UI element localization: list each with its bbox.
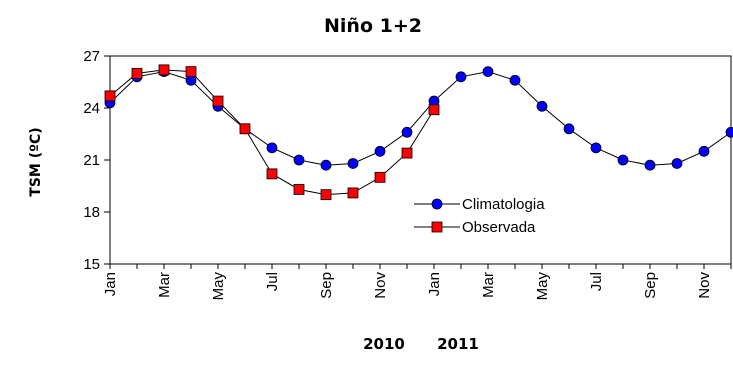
x-tick-label: Sep: [642, 272, 659, 299]
chart-title: Niño 1+2: [324, 15, 422, 37]
data-point-observada: [212, 95, 224, 107]
data-point-climatologia: [455, 71, 467, 83]
y-tick-label: 18: [83, 204, 100, 221]
data-point-climatologia: [293, 154, 305, 166]
legend: Climatologia Observada: [414, 196, 545, 236]
data-point-climatologia: [320, 159, 332, 171]
data-point-observada: [158, 64, 170, 76]
legend-marker: [431, 198, 443, 210]
data-point-climatologia: [266, 142, 278, 154]
y-tick-label: 21: [83, 152, 100, 169]
y-tick-label: 27: [83, 48, 100, 65]
year-labels: 2010 2011: [363, 335, 479, 353]
series-layer: [104, 64, 733, 201]
x-tick-label: Jan: [426, 272, 443, 296]
data-point-observada: [347, 187, 359, 199]
x-tick-label: Nov: [372, 272, 389, 299]
x-tick-label: Mar: [480, 272, 497, 298]
y-tick-label: 15: [83, 256, 100, 273]
data-point-climatologia: [536, 100, 548, 112]
data-point-observada: [320, 189, 332, 201]
data-point-observada: [104, 90, 116, 102]
data-point-climatologia: [671, 158, 683, 169]
data-point-climatologia: [644, 159, 656, 171]
data-point-observada: [266, 168, 278, 180]
year-label: 2011: [437, 335, 479, 353]
data-point-observada: [239, 123, 251, 135]
data-point-climatologia: [563, 123, 575, 135]
data-point-observada: [428, 104, 440, 116]
legend-label: Observada: [462, 219, 536, 236]
x-axis: Jan Mar May Jul Sep Nov Jan Mar May Jul Sep Nov: [102, 264, 732, 301]
legend-label: Climatologia: [462, 196, 545, 213]
legend-marker: [431, 221, 443, 233]
data-point-climatologia: [374, 145, 386, 157]
year-label: 2010: [363, 335, 405, 353]
data-point-observada: [185, 66, 197, 77]
data-point-climatologia: [482, 66, 494, 77]
x-tick-label: Mar: [156, 272, 173, 298]
x-tick-label: Jan: [102, 272, 119, 296]
data-point-climatologia: [509, 74, 521, 86]
x-tick-label: Nov: [696, 272, 713, 299]
x-tick-label: Jul: [588, 272, 605, 291]
data-point-climatologia: [617, 154, 629, 166]
data-point-observada: [131, 67, 143, 79]
y-tick-label: 24: [83, 100, 100, 117]
data-point-climatologia: [590, 142, 602, 154]
x-tick-label: May: [534, 272, 551, 301]
plot-area: [109, 55, 732, 265]
data-point-observada: [401, 147, 413, 159]
data-point-climatologia: [401, 126, 413, 138]
data-point-climatologia: [347, 158, 359, 169]
x-tick-label: May: [210, 272, 227, 301]
x-tick-label: Jul: [264, 272, 281, 291]
y-axis-label: TSM (ºC): [28, 127, 44, 196]
data-point-climatologia: [698, 145, 710, 157]
y-axis: 15 18 21 24 27: [83, 48, 110, 273]
data-point-climatologia: [725, 126, 733, 138]
data-point-observada: [293, 184, 305, 195]
data-point-observada: [374, 171, 386, 183]
x-tick-label: Sep: [318, 272, 335, 299]
